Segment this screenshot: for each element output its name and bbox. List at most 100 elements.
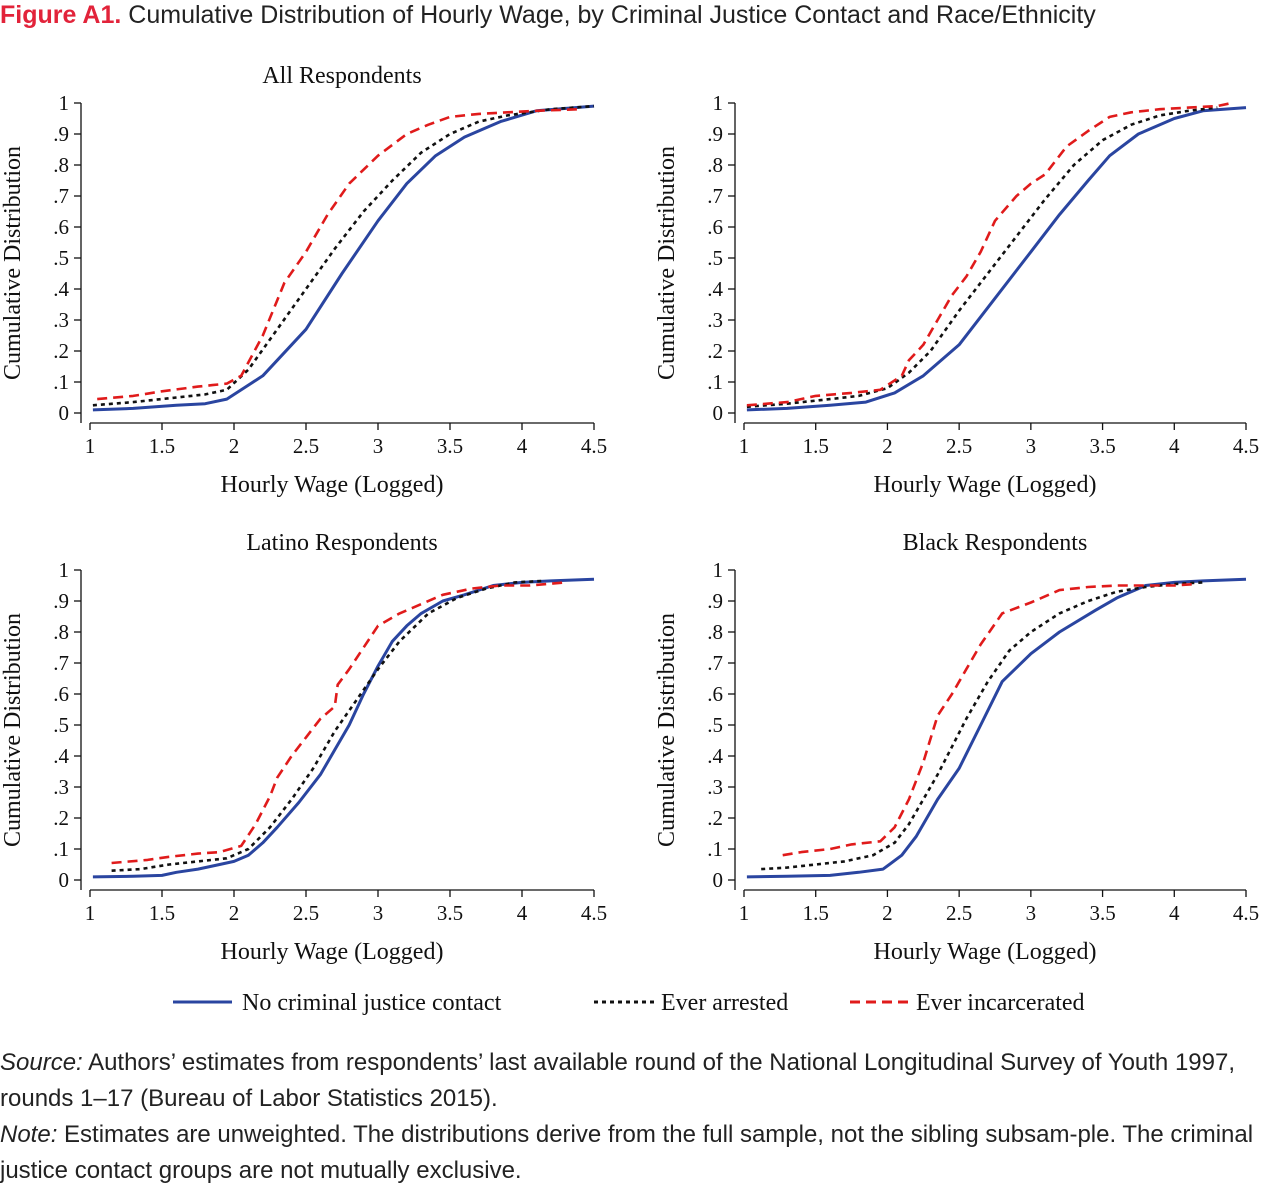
y-tick-label-9: .9 bbox=[707, 122, 723, 146]
y-axis-label: Cumulative Distribution bbox=[0, 146, 26, 380]
y-tick-label-3: .3 bbox=[53, 308, 69, 332]
x-tick-label-2: 2 bbox=[882, 434, 893, 458]
y-tick-label-7: .7 bbox=[53, 184, 69, 208]
source-text: Authors’ estimates from respondents’ las… bbox=[0, 1049, 1235, 1112]
x-tick-label-1-5: 1.5 bbox=[149, 901, 175, 925]
y-tick-label-7: .7 bbox=[707, 184, 723, 208]
y-tick-label-2: .2 bbox=[707, 339, 723, 363]
y-tick-label-6: .6 bbox=[707, 682, 723, 706]
y-tick-label-0: 0 bbox=[713, 401, 724, 425]
y-tick-label-8: .8 bbox=[707, 153, 723, 177]
y-axis-label: Cumulative Distribution bbox=[654, 613, 680, 847]
x-tick-label-4: 4 bbox=[1169, 434, 1180, 458]
y-tick-label-1: .1 bbox=[707, 837, 723, 861]
x-axis-label: Hourly Wage (Logged) bbox=[874, 472, 1097, 498]
panel-latino-respondents: Latino Respondents 0 .1 .2 .3 .4 .5 .6 .7 .8 .9 1 1 1… bbox=[0, 530, 607, 965]
y-tick-label-8: .8 bbox=[53, 153, 69, 177]
note-text: Estimates are unweighted. The distributi… bbox=[0, 1121, 1254, 1184]
x-tick-label-4-5: 4.5 bbox=[1233, 434, 1259, 458]
y-axis-label: Cumulative Distribution bbox=[0, 613, 26, 847]
x-tick-label-3: 3 bbox=[373, 901, 384, 925]
x-tick-label-4-5: 4.5 bbox=[1233, 901, 1259, 925]
x-tick-label-1-5: 1.5 bbox=[149, 434, 175, 458]
y-tick-label-1: .1 bbox=[53, 837, 69, 861]
y-tick-label-5: .5 bbox=[53, 246, 69, 270]
y-tick-label-1: 1 bbox=[59, 91, 70, 115]
legend-label-ever-incarcerated: Ever incarcerated bbox=[916, 990, 1085, 1016]
x-tick-label-3: 3 bbox=[1026, 434, 1037, 458]
y-tick-label-1: .1 bbox=[53, 370, 69, 394]
series-line-no-criminal-justice-contact bbox=[746, 106, 1247, 412]
y-tick-label-4: .4 bbox=[707, 744, 723, 768]
y-tick-label-2: .2 bbox=[707, 806, 723, 830]
x-tick-label-3: 3 bbox=[373, 434, 384, 458]
y-tick-label-6: .6 bbox=[53, 215, 69, 239]
y-tick-label-8: .8 bbox=[707, 620, 723, 644]
y-axis-label: Cumulative Distribution bbox=[654, 146, 680, 380]
x-tick-label-1: 1 bbox=[739, 901, 750, 925]
series-line-no-criminal-justice-contact bbox=[92, 104, 595, 412]
figure-title-text: Cumulative Distribution of Hourly Wage, … bbox=[128, 1, 1096, 29]
panel-untitled-top-right: 0 .1 .2 .3 .4 .5 .6 .7 .8 .9 1 1 1.5 2 2.5 3 3.5 4 4.5 Hour… bbox=[654, 91, 1259, 498]
x-tick-label-4-5: 4.5 bbox=[581, 901, 607, 925]
y-tick-label-5: .5 bbox=[707, 246, 723, 270]
y-tick-label-4: .4 bbox=[53, 744, 69, 768]
series-line-no-criminal-justice-contact bbox=[92, 577, 595, 879]
x-tick-label-3: 3 bbox=[1026, 901, 1037, 925]
y-tick-label-1: 1 bbox=[713, 91, 724, 115]
x-axis-label: Hourly Wage (Logged) bbox=[221, 472, 444, 498]
x-tick-label-2-5: 2.5 bbox=[293, 434, 319, 458]
series-line-ever-incarcerated bbox=[111, 581, 566, 865]
legend-label-ever-arrested: Ever arrested bbox=[661, 990, 788, 1016]
series-line-ever-arrested bbox=[111, 579, 544, 872]
source-label: Source: bbox=[0, 1049, 83, 1076]
y-tick-label-5: .5 bbox=[707, 713, 723, 737]
y-tick-label-5: .5 bbox=[53, 713, 69, 737]
series-line-ever-incarcerated bbox=[97, 107, 580, 401]
x-tick-label-3-5: 3.5 bbox=[1089, 901, 1115, 925]
y-tick-label-2: .2 bbox=[53, 339, 69, 363]
x-tick-label-2-5: 2.5 bbox=[293, 901, 319, 925]
x-tick-label-2: 2 bbox=[882, 901, 893, 925]
series-line-no-criminal-justice-contact bbox=[746, 577, 1247, 879]
figure-title: Figure A1. Cumulative Distribution of Ho… bbox=[0, 0, 1280, 30]
y-tick-label-7: .7 bbox=[53, 651, 69, 675]
y-tick-label-9: .9 bbox=[53, 122, 69, 146]
y-tick-label-7: .7 bbox=[707, 651, 723, 675]
x-tick-label-1: 1 bbox=[85, 434, 96, 458]
chart-title: Black Respondents bbox=[903, 530, 1088, 556]
y-tick-label-3: .3 bbox=[707, 308, 723, 332]
series-line-ever-arrested bbox=[92, 104, 595, 407]
legend: No criminal justice contact Ever arrested… bbox=[173, 990, 1085, 1016]
y-tick-label-9: .9 bbox=[53, 589, 69, 613]
x-tick-label-4: 4 bbox=[1169, 901, 1180, 925]
y-tick-label-2: .2 bbox=[53, 806, 69, 830]
x-axis-label: Hourly Wage (Logged) bbox=[221, 939, 444, 965]
y-tick-label-8: .8 bbox=[53, 620, 69, 644]
panel-black-respondents: Black Respondents 0 .1 .2 .3 .4 .5 .6 .7 .8 .9 1 1 1.… bbox=[654, 530, 1259, 965]
chart-title: All Respondents bbox=[262, 63, 421, 89]
figure-number: Figure A1. bbox=[0, 1, 122, 29]
y-tick-label-3: .3 bbox=[53, 775, 69, 799]
x-tick-label-2-5: 2.5 bbox=[946, 901, 972, 925]
x-tick-label-2: 2 bbox=[229, 434, 240, 458]
chart-title: Latino Respondents bbox=[246, 530, 437, 556]
y-tick-label-1: 1 bbox=[59, 558, 70, 582]
x-tick-label-1: 1 bbox=[85, 901, 96, 925]
y-tick-label-1: 1 bbox=[713, 558, 724, 582]
y-tick-label-3: .3 bbox=[707, 775, 723, 799]
y-tick-label-4: .4 bbox=[707, 277, 723, 301]
panel-all-respondents: All Respondents 0 .1 .2 .3 .4 .5 .6 .7 .8 .9 1 1 1.5 2… bbox=[0, 63, 607, 498]
source-note: Source: Authors’ estimates from responde… bbox=[0, 1045, 1275, 1117]
y-tick-label-6: .6 bbox=[53, 682, 69, 706]
y-tick-label-1: .1 bbox=[707, 370, 723, 394]
x-tick-label-3-5: 3.5 bbox=[437, 901, 463, 925]
x-tick-label-4-5: 4.5 bbox=[581, 434, 607, 458]
general-note: Note: Estimates are unweighted. The dist… bbox=[0, 1117, 1275, 1189]
x-axis-label: Hourly Wage (Logged) bbox=[874, 939, 1097, 965]
legend-label-no-criminal-justice-contact: No criminal justice contact bbox=[242, 990, 502, 1016]
x-tick-label-4: 4 bbox=[517, 434, 528, 458]
y-tick-label-6: .6 bbox=[707, 215, 723, 239]
x-tick-label-2-5: 2.5 bbox=[946, 434, 972, 458]
y-tick-label-9: .9 bbox=[707, 589, 723, 613]
